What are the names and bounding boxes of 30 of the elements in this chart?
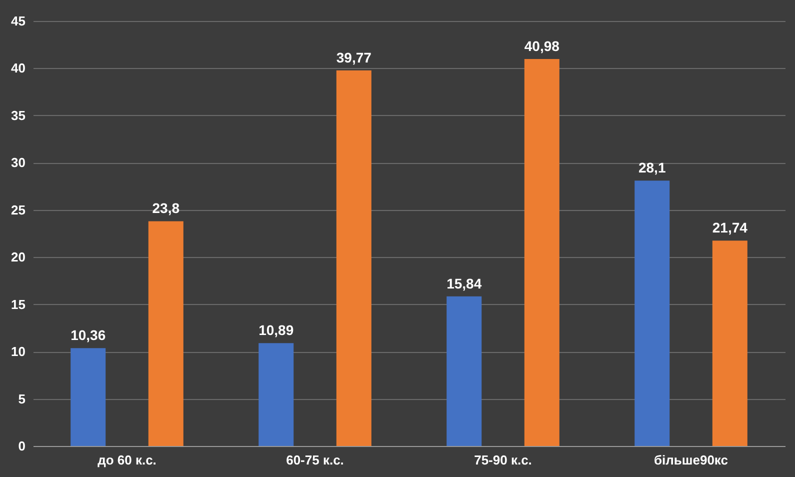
bar [446,296,482,446]
y-tick-label: 10 [11,344,26,360]
data-label: 23,8 [152,200,180,216]
y-tick-label: 15 [11,296,26,312]
bar [148,221,184,446]
bar [524,58,560,446]
y-tick-label: 20 [11,250,26,265]
data-label: 40,98 [524,38,560,54]
y-tick-label: 5 [18,391,26,406]
data-label: 21,74 [712,220,748,236]
x-tick-label: більше90кс [654,452,728,468]
bar [336,70,372,446]
data-label: 39,77 [336,49,372,66]
y-tick-label: 0 [18,438,26,454]
y-tick-label: 25 [11,202,26,218]
y-tick-label: 30 [11,155,26,170]
x-tick-label: 75-90 к.с. [474,452,532,468]
x-tick-label: 60-75 к.с. [286,452,344,468]
bar [712,240,748,446]
data-label: 10,89 [258,322,294,338]
x-tick-label: до 60 к.с. [98,452,156,468]
bar [258,343,294,446]
y-tick-label: 35 [11,108,26,123]
y-tick-label: 45 [11,14,26,28]
bar [70,348,106,446]
y-tick-label: 40 [11,60,26,76]
data-label: 15,84 [446,275,482,292]
data-label: 28,1 [638,160,666,176]
bar [634,180,670,446]
data-label: 10,36 [70,327,106,344]
